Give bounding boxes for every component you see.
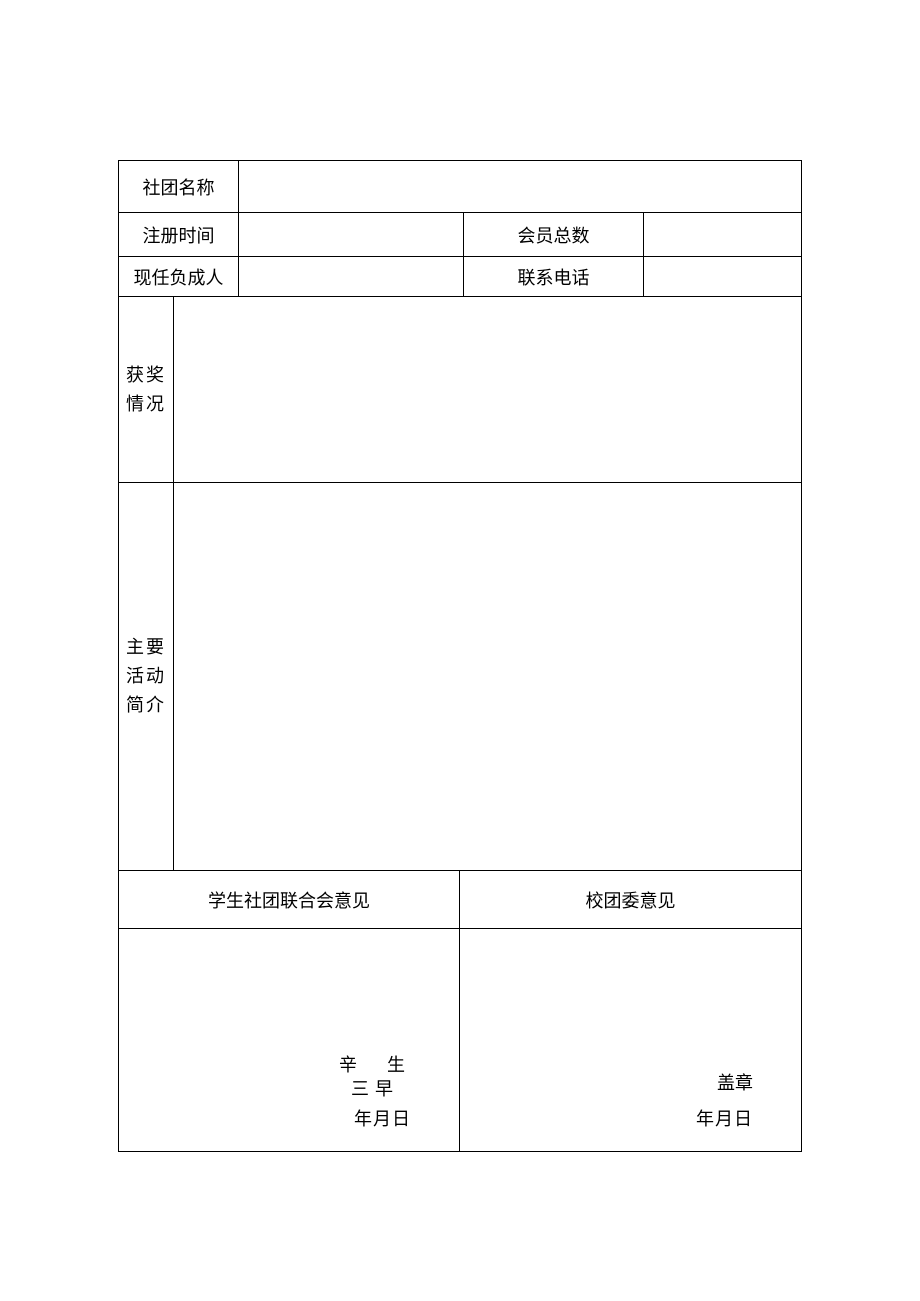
label-activities-text: 主要 活动 简介 xyxy=(126,633,166,719)
label-current-leader-text: 现任负成人 xyxy=(134,264,224,290)
label-reg-time-text: 注册时间 xyxy=(143,222,215,248)
label-club-name: 社团名称 xyxy=(119,161,239,212)
label-union-opinion-text: 学生社团联合会意见 xyxy=(208,887,370,913)
seal-right: 盖章 xyxy=(717,1065,753,1101)
row-leader: 现任负成人 联系电话 xyxy=(119,257,801,297)
label-committee-opinion: 校团委意见 xyxy=(460,871,801,928)
row-opinion-headers: 学生社团联合会意见 校团委意见 xyxy=(119,871,801,929)
value-union-opinion: 辛 生 三早 年月日 xyxy=(119,929,460,1151)
value-member-total xyxy=(644,213,801,256)
label-reg-time: 注册时间 xyxy=(119,213,239,256)
value-reg-time xyxy=(239,213,464,256)
label-union-opinion: 学生社团联合会意见 xyxy=(119,871,460,928)
value-club-name xyxy=(239,161,801,212)
row-opinion-bodies: 辛 生 三早 年月日 盖章 年月日 xyxy=(119,929,801,1151)
label-activities: 主要 活动 简介 xyxy=(119,483,174,870)
row-reg-time: 注册时间 会员总数 xyxy=(119,213,801,257)
label-current-leader: 现任负成人 xyxy=(119,257,239,296)
seal-left-line1: 辛 生 xyxy=(339,1054,411,1077)
value-contact-phone xyxy=(644,257,801,296)
label-contact-phone: 联系电话 xyxy=(464,257,644,296)
value-current-leader xyxy=(239,257,464,296)
label-club-name-text: 社团名称 xyxy=(143,174,215,200)
seal-left: 辛 生 三早 xyxy=(339,1054,411,1101)
row-club-name: 社团名称 xyxy=(119,161,801,213)
registration-form-table: 社团名称 注册时间 会员总数 现任负成人 联系电话 xyxy=(118,160,802,1152)
label-member-total: 会员总数 xyxy=(464,213,644,256)
row-awards: 获奖 情况 xyxy=(119,297,801,483)
date-left: 年月日 xyxy=(354,1101,411,1137)
label-awards: 获奖 情况 xyxy=(119,297,174,482)
label-committee-opinion-text: 校团委意见 xyxy=(586,887,676,913)
value-committee-opinion: 盖章 年月日 xyxy=(460,929,801,1151)
label-contact-phone-text: 联系电话 xyxy=(518,264,590,290)
label-member-total-text: 会员总数 xyxy=(518,222,590,248)
value-awards xyxy=(174,297,801,482)
value-activities xyxy=(174,483,801,870)
row-activities: 主要 活动 简介 xyxy=(119,483,801,871)
label-awards-text: 获奖 情况 xyxy=(126,361,166,419)
date-right: 年月日 xyxy=(696,1101,753,1137)
seal-left-line2: 三早 xyxy=(339,1078,411,1101)
